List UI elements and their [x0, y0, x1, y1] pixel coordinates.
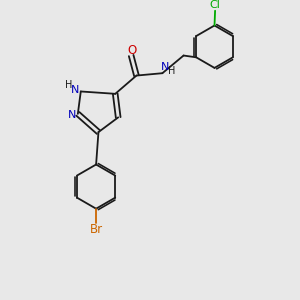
Text: O: O: [127, 44, 136, 57]
Text: N: N: [161, 62, 170, 72]
Text: Br: Br: [89, 224, 103, 236]
Text: Cl: Cl: [210, 0, 220, 10]
Text: N: N: [71, 85, 80, 95]
Text: H: H: [168, 66, 176, 76]
Text: H: H: [65, 80, 72, 90]
Text: N: N: [68, 110, 76, 120]
